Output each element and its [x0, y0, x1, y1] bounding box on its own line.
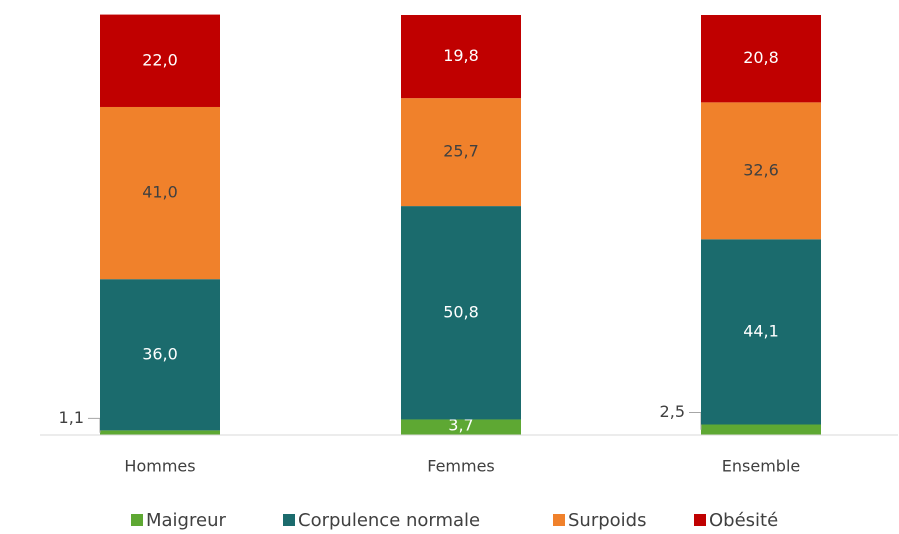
data-label: 22,0 [142, 50, 178, 69]
bar-segment [401, 15, 521, 99]
data-label: 1,1 [59, 408, 84, 427]
bar-segment [701, 239, 821, 425]
x-tick-label: Femmes [427, 457, 495, 476]
data-label: 20,8 [743, 48, 779, 67]
data-label: 32,6 [743, 160, 779, 179]
legend-label: Corpulence normale [298, 510, 480, 531]
bar-segment [100, 279, 220, 431]
legend-swatch [131, 514, 143, 526]
bar-segment [100, 430, 220, 435]
bar-segment [701, 102, 821, 240]
legend-swatch [694, 514, 706, 526]
legend-swatch [283, 514, 295, 526]
data-label: 41,0 [142, 183, 178, 202]
bar-segment [100, 106, 220, 280]
data-label: 2,5 [660, 402, 685, 421]
data-label: 3,7 [448, 416, 473, 435]
data-label: 50,8 [443, 302, 479, 321]
bar-segment [100, 14, 220, 107]
bar-segment [701, 15, 821, 103]
bar-segment [401, 98, 521, 207]
data-label: 25,7 [443, 142, 479, 161]
legend-label: Maigreur [146, 510, 226, 531]
x-tick-label: Hommes [124, 457, 195, 476]
data-label: 36,0 [142, 344, 178, 363]
data-label: 19,8 [443, 46, 479, 65]
bar-segment [401, 206, 521, 420]
x-tick-label: Ensemble [722, 457, 800, 476]
legend-label: Surpoids [568, 510, 646, 531]
legend-swatch [553, 514, 565, 526]
legend-label: Obésité [709, 510, 778, 531]
data-label: 44,1 [743, 321, 779, 340]
bar-segment [701, 424, 821, 435]
bar-segment [401, 419, 521, 435]
